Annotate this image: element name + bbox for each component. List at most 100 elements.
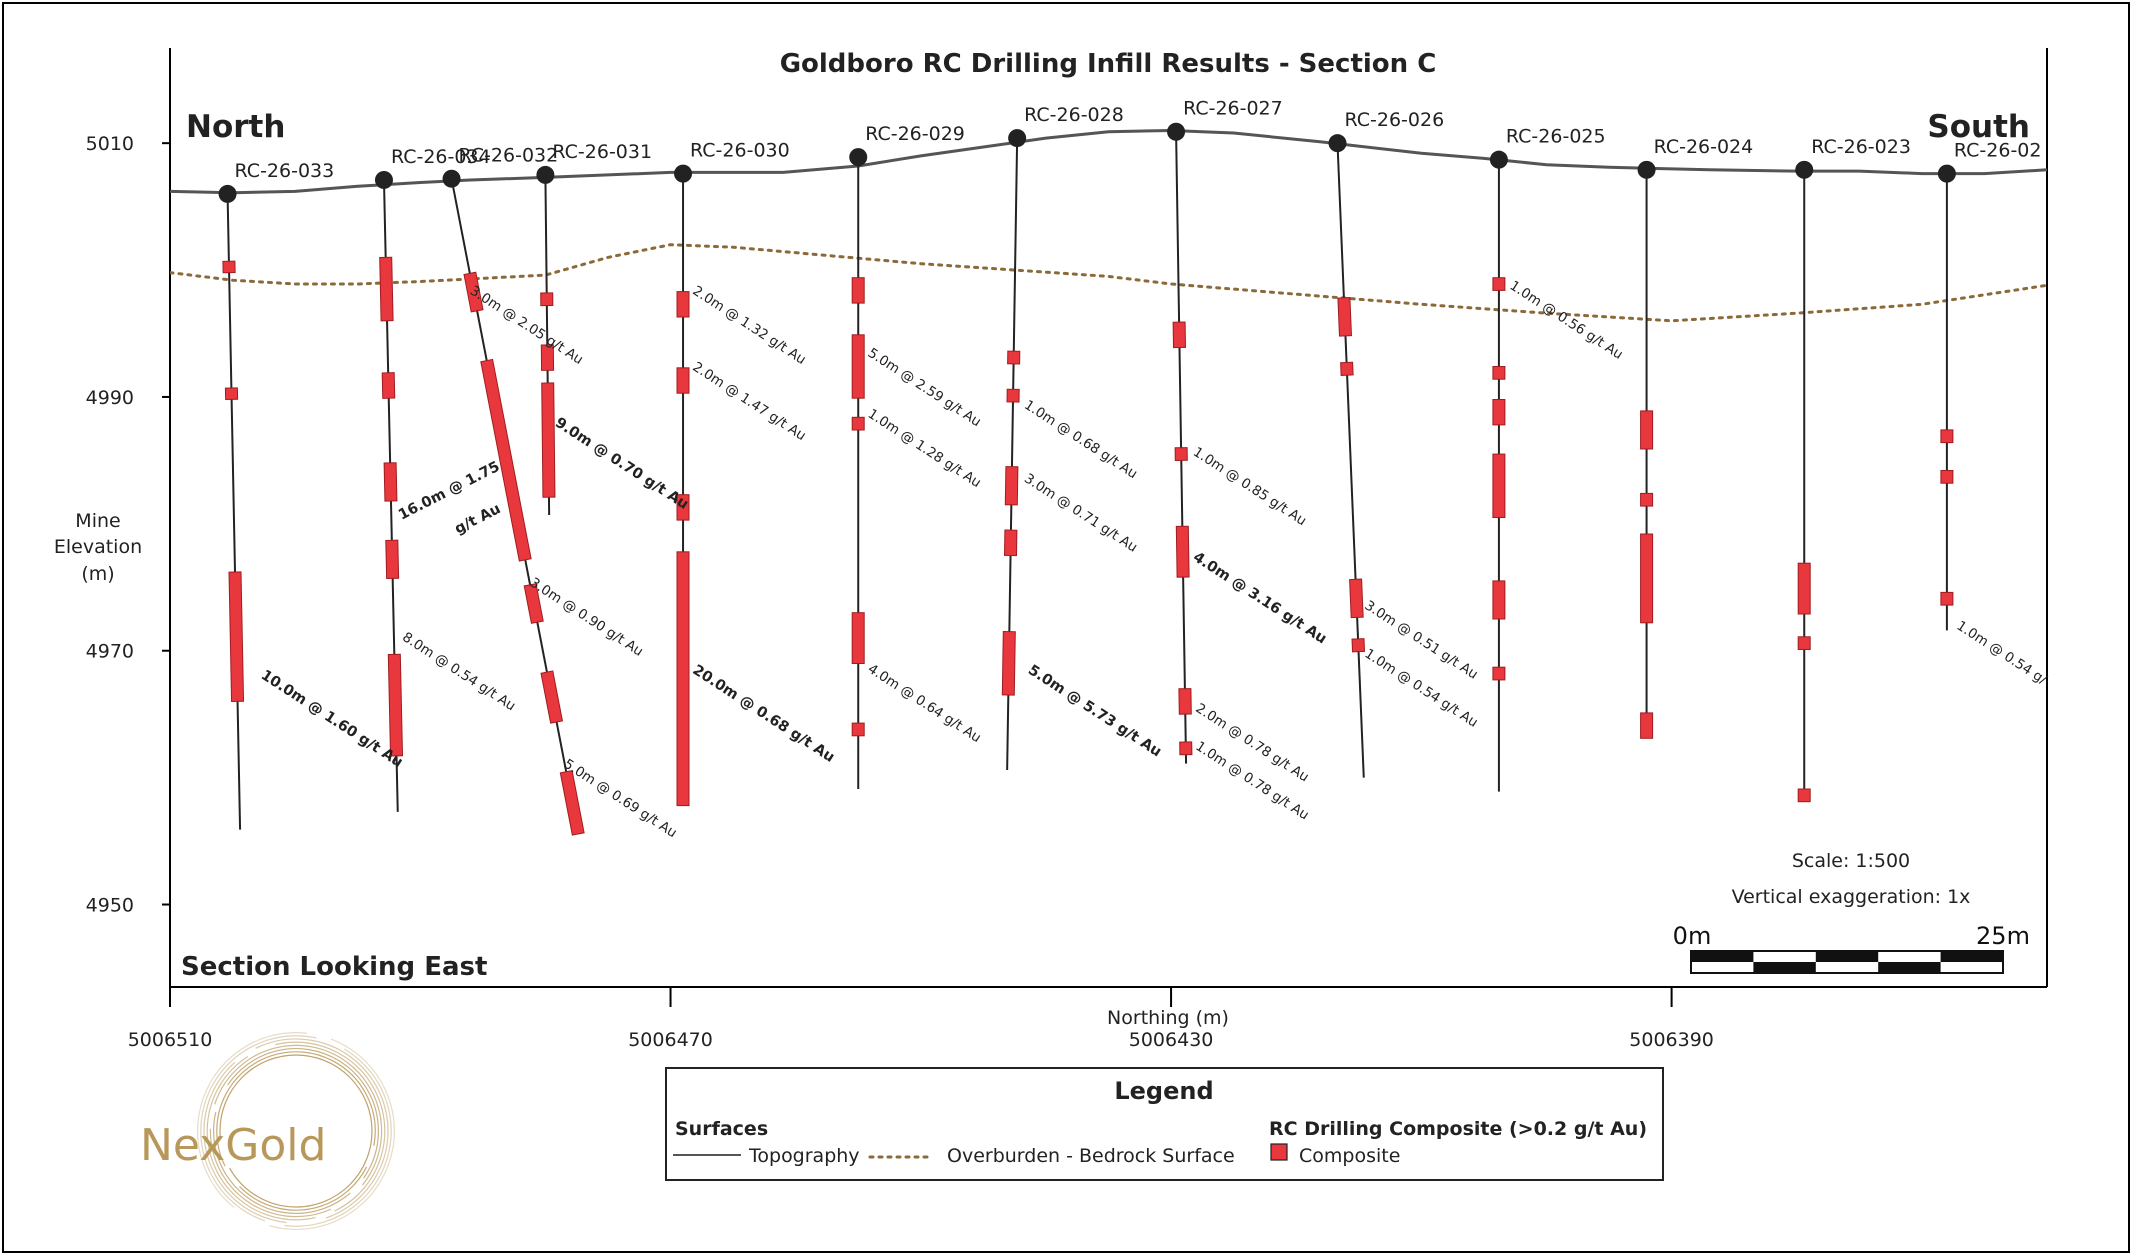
composite-interval bbox=[1492, 666, 1506, 681]
composite-grade-label: 9.0m @ 0.70 g/t Au bbox=[552, 415, 691, 513]
composite-segment bbox=[1340, 361, 1354, 376]
scale-bar-end-label: 25m bbox=[1976, 922, 2030, 950]
composite-segment bbox=[1492, 580, 1506, 620]
y-tick-label: 4950 bbox=[86, 895, 134, 917]
collar-marker bbox=[536, 165, 555, 184]
composite-segment bbox=[387, 653, 404, 757]
composite-interval bbox=[1492, 580, 1506, 620]
composite-segment bbox=[383, 462, 398, 502]
composite-interval bbox=[1340, 361, 1354, 376]
vertical-exaggeration-text: Vertical exaggeration: 1x bbox=[1732, 886, 1971, 908]
composite-segment bbox=[851, 416, 865, 431]
composite-segment bbox=[463, 271, 484, 313]
collar-marker bbox=[1937, 164, 1956, 183]
composite-segment bbox=[676, 551, 690, 807]
collar-marker bbox=[442, 169, 461, 188]
composite-interval bbox=[1797, 562, 1811, 615]
composite-interval bbox=[1640, 492, 1654, 507]
composite-interval bbox=[1179, 741, 1193, 756]
composite-grade-label: 8.0m @ 0.54 g/t Au bbox=[399, 629, 518, 714]
composite-grade-label: 20.0m @ 0.68 g/t Au bbox=[690, 662, 838, 766]
hole-id-label: RC-26-023 bbox=[1811, 136, 1911, 158]
scale-bar-segment bbox=[1940, 951, 2003, 962]
collar-marker bbox=[374, 170, 393, 189]
composite-segment bbox=[228, 571, 245, 703]
hole-id-label: RC-26-02 bbox=[1954, 140, 2042, 162]
x-axis-label: Northing (m) bbox=[1107, 1007, 1229, 1029]
composite-segment bbox=[523, 583, 544, 624]
logo-ring bbox=[200, 1035, 392, 1227]
composite-segment bbox=[1492, 277, 1506, 291]
composite-interval bbox=[1640, 712, 1654, 739]
composite-grade-label: 3.0m @ 0.71 g/t Au bbox=[1021, 471, 1140, 556]
composite-interval bbox=[1001, 630, 1016, 696]
composite-interval bbox=[1640, 410, 1654, 450]
logo-ring bbox=[196, 1032, 395, 1231]
composite-interval bbox=[1797, 636, 1811, 650]
logo-ring bbox=[213, 1047, 380, 1214]
topography-surface bbox=[170, 128, 2047, 195]
collar-marker bbox=[1328, 134, 1347, 153]
composite-interval bbox=[1004, 466, 1019, 506]
composite-segment bbox=[381, 372, 396, 399]
composite-interval bbox=[540, 670, 564, 724]
composite-grade-label: 4.0m @ 0.64 g/t Au bbox=[865, 661, 984, 746]
composite-segment bbox=[1004, 466, 1019, 506]
composite-segment bbox=[1797, 636, 1811, 650]
composite-grade-label: 4.0m @ 3.16 g/t Au bbox=[1190, 549, 1329, 647]
composite-interval bbox=[851, 722, 865, 737]
legend-surfaces-heading: Surfaces bbox=[675, 1118, 768, 1140]
x-tick-label: 5006430 bbox=[1129, 1029, 1214, 1051]
composite-grade-label: 10.0m @ 1.60 g/t Au bbox=[258, 667, 406, 771]
composite-grade-label: g/t Au bbox=[452, 501, 503, 538]
hole-id-label: RC-26-026 bbox=[1344, 109, 1444, 131]
composite-interval bbox=[228, 571, 245, 703]
composite-interval bbox=[1492, 453, 1506, 519]
y-axis-label-line1: Mine bbox=[75, 510, 120, 532]
scale-bar bbox=[1690, 950, 2004, 974]
composite-interval bbox=[463, 271, 484, 313]
composite-segment bbox=[1640, 533, 1654, 624]
composite-segment bbox=[1492, 399, 1506, 426]
composite-interval bbox=[1006, 388, 1020, 403]
composite-segment bbox=[385, 539, 400, 580]
hole-id-label: RC-26-031 bbox=[552, 141, 652, 163]
y-tick-label: 4990 bbox=[86, 387, 134, 409]
hole-id-label: RC-26-032 bbox=[459, 145, 559, 167]
composite-segment bbox=[1337, 297, 1352, 337]
x-tick-label: 5006470 bbox=[628, 1029, 713, 1051]
x-tick-label: 5006390 bbox=[1629, 1029, 1714, 1051]
collar-marker bbox=[849, 148, 868, 167]
composite-segment bbox=[540, 670, 564, 724]
composite-interval bbox=[540, 292, 554, 307]
composite-segment bbox=[851, 722, 865, 737]
composite-grade-label: 2.0m @ 1.47 g/t Au bbox=[690, 359, 809, 444]
y-axis-label-line3: (m) bbox=[81, 563, 114, 585]
composite-interval bbox=[224, 387, 239, 401]
composite-segment bbox=[541, 382, 556, 498]
south-label: South bbox=[1927, 109, 2030, 145]
composite-interval bbox=[1007, 350, 1021, 365]
logo-ring bbox=[209, 1044, 383, 1218]
composite-segment bbox=[1349, 578, 1364, 619]
composite-interval bbox=[540, 344, 555, 371]
composite-interval bbox=[1172, 321, 1187, 349]
composite-grade-label: 1.0m @ 0.56 g/t Au bbox=[1507, 278, 1626, 363]
composite-interval bbox=[387, 653, 404, 757]
composite-interval bbox=[523, 583, 544, 624]
y-axis-ticks: 5010 4990 4970 4950 bbox=[86, 133, 170, 917]
legend-composite-swatch bbox=[1270, 1143, 1288, 1161]
hole-id-label: RC-26-030 bbox=[690, 140, 790, 162]
logo-ring bbox=[203, 1038, 389, 1224]
composite-segment bbox=[676, 367, 690, 394]
composite-segment bbox=[676, 291, 690, 318]
composite-segment bbox=[1179, 741, 1193, 756]
hole-id-label: RC-26-028 bbox=[1024, 104, 1124, 126]
collar-marker bbox=[1008, 129, 1027, 148]
composite-segment bbox=[1940, 591, 1954, 606]
x-axis-ticks: 5006510 5006470 5006430 5006390 bbox=[128, 987, 1714, 1051]
composite-segment bbox=[1178, 688, 1192, 715]
composite-interval bbox=[379, 256, 394, 322]
